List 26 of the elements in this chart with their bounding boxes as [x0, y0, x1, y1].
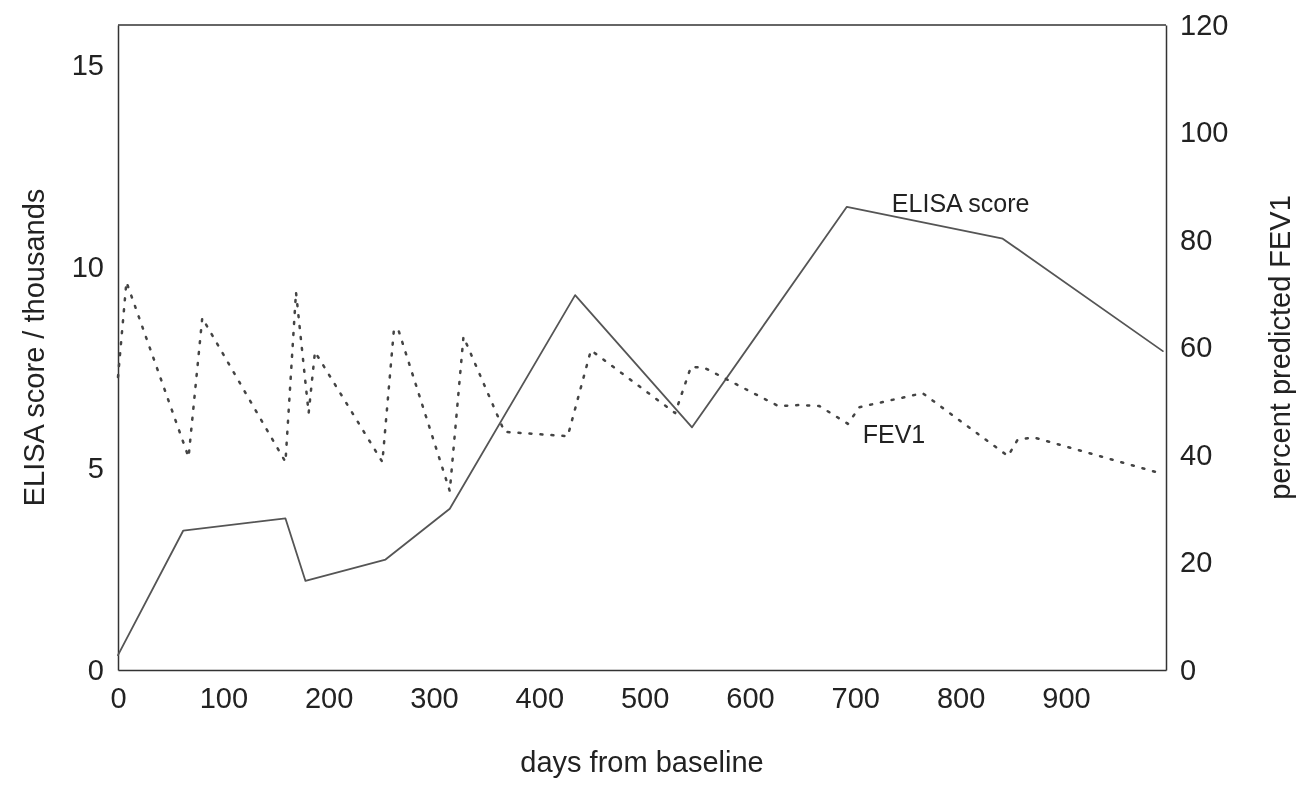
x-tick-label: 100: [199, 682, 249, 715]
y2-tick-label: 120: [1180, 8, 1229, 41]
y2-tick-label: 60: [1180, 331, 1213, 364]
series-label: FEV1: [862, 420, 926, 449]
y2-tick-label: 100: [1180, 116, 1229, 149]
y2-tick-label: 20: [1180, 546, 1213, 579]
x-tick-label: 0: [110, 682, 127, 715]
y-tick-label: 15: [71, 49, 104, 82]
x-tick-label: 200: [304, 682, 354, 715]
x-tick-label: 300: [410, 682, 459, 715]
y-tick-label: 0: [87, 653, 104, 686]
y-tick-label: 10: [71, 250, 104, 283]
series-label: ELISA score: [891, 188, 1030, 217]
x-tick-label: 500: [620, 682, 670, 715]
x-axis-title: days from baseline: [520, 746, 764, 778]
x-tick-label: 700: [831, 682, 880, 715]
x-tick-label: 900: [1042, 682, 1091, 715]
x-tick-label: 600: [726, 682, 775, 715]
x-tick-label: 400: [515, 682, 564, 715]
y-tick-label: 5: [87, 452, 104, 485]
y2-tick-label: 80: [1180, 223, 1213, 256]
y-axis-title: ELISA score / thousands: [18, 188, 50, 507]
y2-tick-label: 40: [1180, 438, 1213, 471]
x-tick-label: 800: [936, 682, 986, 715]
y2-axis-title: percent predicted FEV1: [1264, 195, 1296, 500]
y2-tick-label: 0: [1180, 653, 1197, 686]
